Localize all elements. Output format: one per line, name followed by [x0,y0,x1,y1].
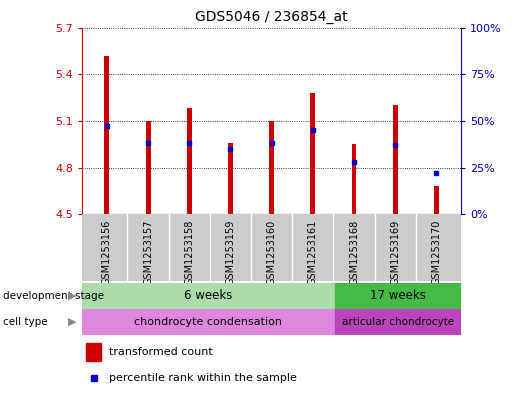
Bar [82,283,335,309]
Text: GSM1253170: GSM1253170 [431,220,441,285]
Bar [311,93,315,214]
Text: GSM1253168: GSM1253168 [349,220,359,285]
Bar [351,144,357,214]
Text: GSM1253156: GSM1253156 [102,220,112,285]
Bar [335,309,461,335]
Title: GDS5046 / 236854_at: GDS5046 / 236854_at [196,10,348,24]
Bar [269,121,274,214]
Bar [86,343,101,361]
Text: cell type: cell type [3,317,47,327]
Bar [104,55,109,214]
Bar [146,121,151,214]
Text: GSM1253157: GSM1253157 [143,220,153,285]
Text: percentile rank within the sample: percentile rank within the sample [109,373,297,383]
Text: 17 weeks: 17 weeks [370,289,426,302]
Text: transformed count: transformed count [109,347,213,357]
Text: GSM1253158: GSM1253158 [184,220,194,285]
Bar [82,309,335,335]
Text: GSM1253169: GSM1253169 [390,220,400,285]
Text: 6 weeks: 6 weeks [184,289,233,302]
Bar [434,186,439,214]
Text: articular chondrocyte: articular chondrocyte [342,317,454,327]
Text: GSM1253159: GSM1253159 [225,220,235,285]
Bar [228,143,233,214]
Text: development stage: development stage [3,291,104,301]
Text: chondrocyte condensation: chondrocyte condensation [135,317,282,327]
Bar [187,108,192,214]
Text: ▶: ▶ [68,291,77,301]
Text: ▶: ▶ [68,317,77,327]
Bar [393,105,398,214]
Text: GSM1253160: GSM1253160 [267,220,277,285]
Text: GSM1253161: GSM1253161 [308,220,318,285]
Bar [335,283,461,309]
